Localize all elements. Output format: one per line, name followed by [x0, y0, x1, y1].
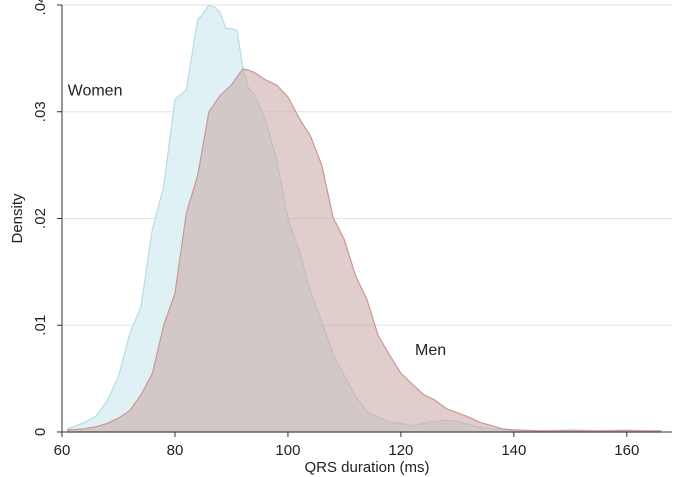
- y-tick-label: .04: [32, 0, 49, 15]
- x-tick-label: 60: [54, 442, 71, 459]
- men-annotation: Men: [415, 342, 446, 359]
- x-tick-label: 80: [167, 442, 184, 459]
- density-area-men: [67, 68, 662, 433]
- density-areas: [67, 4, 662, 433]
- y-tick-label: .01: [32, 315, 49, 336]
- tick-marks: 60 80 100 120 140 160 0 .01 .02 .03 .04: [32, 0, 639, 459]
- y-tick-label: 0: [32, 428, 49, 436]
- x-tick-label: 100: [275, 442, 300, 459]
- x-axis-title: QRS duration (ms): [304, 459, 429, 476]
- x-tick-label: 140: [501, 442, 526, 459]
- y-axis-title: Density: [9, 193, 26, 244]
- y-tick-label: .03: [32, 101, 49, 122]
- x-tick-label: 120: [388, 442, 413, 459]
- y-tick-label: .02: [32, 208, 49, 229]
- x-tick-label: 160: [614, 442, 639, 459]
- women-annotation: Women: [68, 83, 123, 100]
